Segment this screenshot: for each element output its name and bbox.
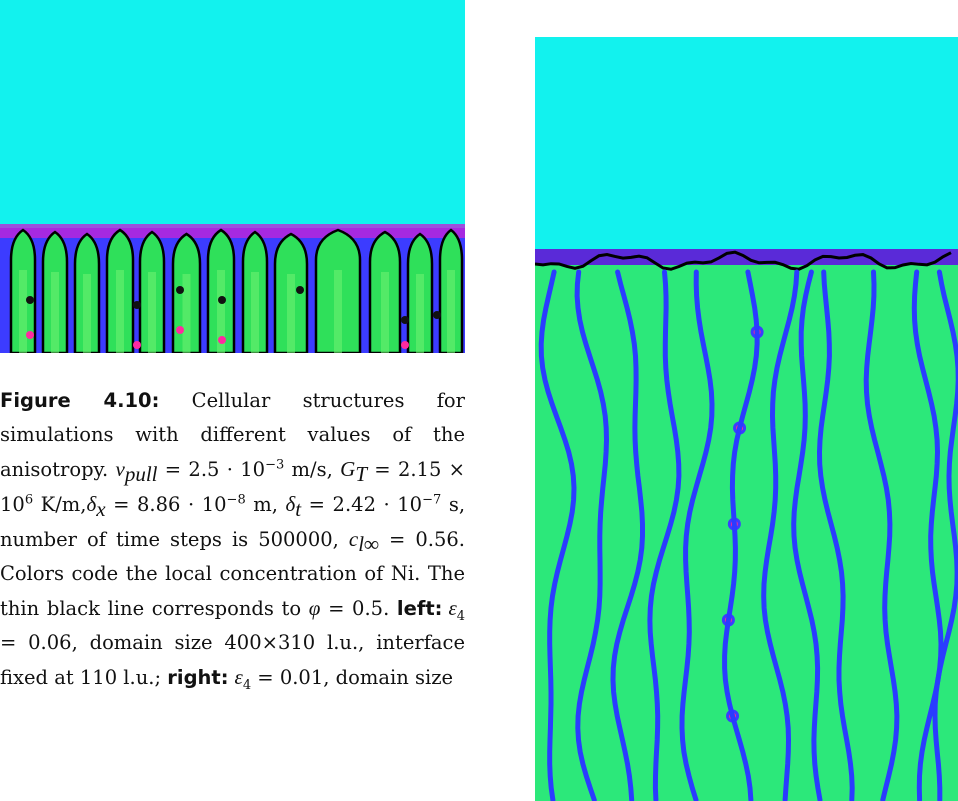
droplet (133, 301, 141, 309)
math: = 2.5 · 10 (157, 458, 265, 481)
left-simulation-image (0, 0, 465, 353)
math: v (115, 457, 124, 481)
math: = 2.42 · 10 (301, 493, 422, 516)
cell-core (251, 272, 259, 353)
cell-core (416, 274, 424, 353)
math: G (340, 457, 355, 481)
cell-core (447, 270, 455, 353)
figure-caption: Figure 4.10: Cellular structures for sim… (0, 384, 465, 695)
cell-core (287, 274, 295, 353)
math: 4 (243, 678, 251, 693)
droplet (433, 311, 441, 319)
math: −3 (265, 458, 284, 473)
droplet (218, 296, 226, 304)
cell-core (334, 270, 342, 353)
text: = 0.01, domain size (251, 666, 453, 689)
math: x (96, 497, 105, 521)
droplet (26, 296, 34, 304)
cell-core (51, 272, 59, 353)
droplet (176, 286, 184, 294)
droplet (218, 336, 226, 344)
droplet (296, 286, 304, 294)
math: ε (448, 596, 456, 620)
math: c (349, 527, 358, 551)
droplet (176, 326, 184, 334)
page: Figure 4.10: Cellular structures for sim… (0, 0, 958, 801)
math: = 8.86 · 10 (106, 493, 227, 516)
cell-core (183, 274, 191, 353)
boundary-layer (0, 224, 465, 238)
math: ε (235, 665, 243, 689)
math: 6 (25, 493, 33, 508)
droplet (26, 331, 34, 339)
math: −8 (227, 493, 246, 508)
droplet (401, 316, 409, 324)
droplet (133, 341, 141, 349)
math: 4 (457, 609, 465, 624)
cell-core (19, 270, 27, 353)
right-simulation-image (535, 37, 958, 801)
math: φ (309, 596, 321, 620)
math: m/s, (284, 458, 340, 481)
figure-label: Figure 4.10: (0, 389, 159, 412)
math: T (355, 462, 367, 486)
math: m, (246, 493, 286, 516)
cell-core (148, 272, 156, 353)
math: δ (86, 492, 96, 516)
bold-label: left: (397, 597, 443, 620)
text: = 0.5. (320, 597, 397, 620)
cell-core (83, 274, 91, 353)
bold-label: right: (167, 666, 228, 689)
math: pull (125, 462, 158, 486)
droplet (401, 341, 409, 349)
math: δ (286, 492, 296, 516)
math: K/m, (33, 493, 86, 516)
math: l∞ (358, 532, 379, 556)
cell-core (116, 270, 124, 353)
cell-core (381, 272, 389, 353)
math: −7 (422, 493, 441, 508)
